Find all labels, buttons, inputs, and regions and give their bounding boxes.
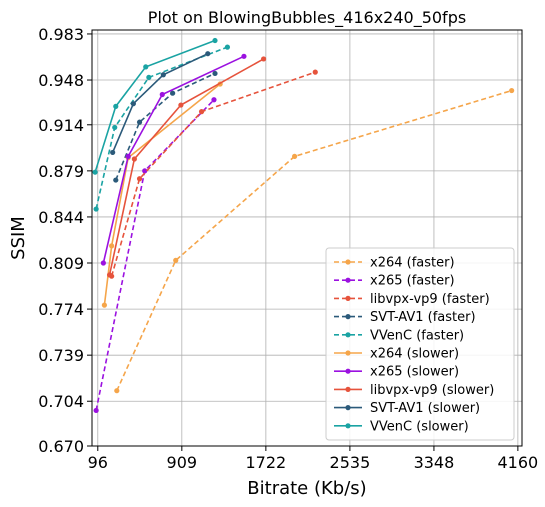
legend-swatch-marker [345, 350, 350, 355]
data-point [137, 120, 142, 125]
y-tick-label: 0.670 [38, 437, 84, 456]
y-axis: 0.670 0.704 0.739 0.774 0.809 0.844 0.879 0.914… [38, 25, 92, 456]
data-point [112, 125, 117, 130]
x-tick-label: 4160 [498, 453, 539, 472]
series-line-x265-slower [103, 56, 244, 263]
data-point [205, 51, 210, 56]
legend-label: x264 (faster) [370, 256, 455, 271]
x-tick-label: 909 [167, 453, 198, 472]
data-point [212, 71, 217, 76]
legend-label: x264 (slower) [370, 347, 459, 362]
data-point [94, 408, 99, 413]
legend-swatch-marker [345, 278, 350, 283]
legend-swatch-marker [345, 314, 350, 319]
data-point [131, 101, 136, 106]
series-line-svt-av1-faster [116, 73, 215, 180]
x-tick-label: 3348 [414, 453, 455, 472]
data-point [292, 154, 297, 159]
series-x265-faster [94, 97, 217, 413]
data-point [113, 177, 118, 182]
data-point [212, 38, 217, 43]
data-point [261, 56, 266, 61]
y-tick-label: 0.704 [38, 392, 84, 411]
data-point [161, 72, 166, 77]
y-tick-label: 0.774 [38, 300, 84, 319]
data-point [178, 102, 183, 107]
data-point [114, 388, 119, 393]
series-x265-slower [101, 54, 247, 266]
data-point [110, 150, 115, 155]
legend-label: SVT-AV1 (slower) [370, 401, 480, 416]
legend-swatch-marker [345, 405, 350, 410]
data-point [211, 97, 216, 102]
x-axis: 96 909 1722 2535 3348 4160 [88, 446, 539, 472]
x-axis-label: Bitrate (Kb/s) [247, 478, 366, 499]
legend-label: libvpx-vp9 (slower) [370, 383, 494, 398]
data-point [101, 260, 106, 265]
data-point [241, 54, 246, 59]
data-point [143, 64, 148, 69]
data-point [102, 303, 107, 308]
legend-swatch-marker [345, 369, 350, 374]
legend-swatch-marker [345, 259, 350, 264]
legend: x264 (faster) x265 (faster) libvpx-vp9 (fa… [326, 248, 514, 440]
legend-label: SVT-AV1 (faster) [370, 310, 476, 325]
data-point [94, 206, 99, 211]
x-tick-label: 96 [88, 453, 108, 472]
data-point [107, 272, 112, 277]
y-tick-label: 0.983 [38, 25, 84, 44]
series-line-libvpx-vp9-faster [112, 72, 316, 276]
series-libvpx-vp9-slower [107, 56, 266, 277]
legend-label: x265 (slower) [370, 365, 459, 380]
y-axis-label: SSIM [8, 216, 29, 260]
legend-label: x265 (faster) [370, 274, 455, 289]
data-point [142, 168, 147, 173]
data-point [126, 154, 131, 159]
legend-swatch-marker [345, 387, 350, 392]
data-point [93, 170, 98, 175]
data-point [113, 104, 118, 109]
data-point [132, 156, 137, 161]
y-tick-label: 0.914 [38, 116, 84, 135]
y-tick-label: 0.844 [38, 208, 84, 227]
x-tick-label: 1722 [246, 453, 287, 472]
data-point [173, 258, 178, 263]
data-point [199, 109, 204, 114]
data-point [509, 88, 514, 93]
series-line-libvpx-vp9-slower [110, 59, 264, 275]
data-point [313, 70, 318, 75]
legend-label: VVenC (faster) [370, 328, 464, 343]
x-tick-label: 2535 [330, 453, 371, 472]
data-point [146, 75, 151, 80]
y-tick-label: 0.879 [38, 162, 84, 181]
legend-label: libvpx-vp9 (faster) [370, 292, 490, 307]
y-tick-label: 0.739 [38, 346, 84, 365]
y-tick-label: 0.948 [38, 71, 84, 90]
legend-swatch-marker [345, 296, 350, 301]
y-tick-label: 0.809 [38, 254, 84, 273]
data-point [160, 92, 165, 97]
legend-swatch-marker [345, 423, 350, 428]
legend-swatch-marker [345, 332, 350, 337]
chart-title: Plot on BlowingBubbles_416x240_50fps [148, 8, 466, 28]
data-point [109, 243, 114, 248]
series-svt-av1-faster [113, 71, 217, 183]
data-point [137, 176, 142, 181]
data-point [225, 45, 230, 50]
legend-label: VVenC (slower) [370, 419, 469, 434]
